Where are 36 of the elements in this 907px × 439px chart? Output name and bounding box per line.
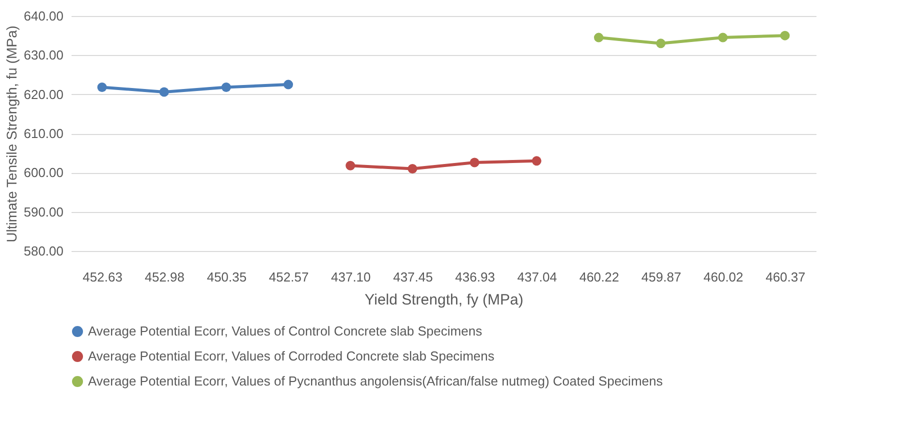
x-tick-label: 452.63 (82, 270, 122, 284)
point (780, 30, 790, 40)
y-tick-label: 620.00 (24, 86, 64, 102)
point (532, 156, 542, 166)
point (284, 80, 294, 90)
point (408, 164, 418, 174)
legend-label: Average Potential Ecorr, Values of Pycnanthus angolensis(African/false nutmeg) Coated Specimens (88, 374, 664, 388)
y-tick-label: 610.00 (24, 126, 64, 141)
x-tick-label: 450.35 (206, 270, 247, 284)
x-tick-label: 437.10 (330, 270, 371, 284)
point (470, 158, 480, 168)
y-tick-label: 600.00 (24, 165, 64, 180)
x-tick-label: 436.93 (455, 270, 495, 284)
x-tick-label: 460.22 (579, 270, 620, 284)
point (346, 160, 356, 170)
point (159, 87, 169, 97)
x-tick-label: 460.37 (766, 270, 806, 284)
x-tick-label: 452.57 (268, 270, 309, 284)
legend-label: Average Potential Ecorr, Values of Corroded Concrete slab Specimens (88, 348, 495, 364)
x-tick-label: 459.87 (641, 270, 682, 284)
y-tick-label: 640.00 (24, 8, 64, 24)
x-axis-title: Yield Strength, fy (MPa) (364, 292, 524, 308)
point (656, 38, 666, 48)
legend-label: Average Potential Ecorr, Values of Control Concrete slab Specimens (88, 324, 483, 338)
point (718, 32, 728, 42)
point (97, 82, 107, 92)
y-tick-label: 580.00 (24, 244, 64, 258)
y-tick-label: 630.00 (24, 48, 64, 63)
point (594, 32, 604, 42)
x-tick-label: 452.98 (144, 270, 185, 284)
x-tick-label: 437.04 (517, 270, 558, 284)
point (221, 82, 231, 92)
x-tick-label: 460.02 (703, 270, 744, 284)
y-tick-label: 590.00 (24, 204, 64, 220)
x-tick-label: 437.45 (393, 270, 433, 284)
y-axis-title: Ultimate Tensile Strength, fu (MPa) (4, 26, 20, 242)
